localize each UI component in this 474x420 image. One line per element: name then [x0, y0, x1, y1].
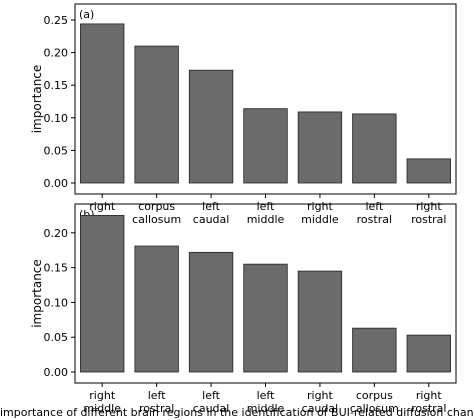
x-tick-label: right rostral	[411, 200, 446, 226]
bar	[188, 69, 234, 184]
x-tick-label: left caudal	[193, 389, 230, 415]
bar	[243, 263, 288, 373]
bar	[352, 113, 397, 184]
panel-label: (a)	[79, 8, 94, 21]
y-axis-title: importance	[30, 259, 44, 328]
x-tick-label: right middle	[301, 200, 339, 226]
bar	[188, 251, 234, 373]
bar	[80, 23, 125, 184]
x-tick-label: right rostral	[411, 389, 446, 415]
x-tick-label: left caudal	[193, 200, 230, 226]
figure-caption: importance of different brain regions in…	[0, 406, 474, 419]
panel-a: (a) 0.00 0.05 0.10 0.15 0.20 0.25 importance rig…	[30, 3, 457, 226]
bar	[134, 45, 179, 184]
y-axis-title: importance	[30, 65, 44, 134]
bar	[297, 111, 343, 184]
x-tick-label: corpus callosum	[132, 200, 181, 226]
bar	[297, 270, 343, 373]
x-tick-label: right middle	[83, 389, 121, 415]
y-tick-label: 0.10	[44, 296, 69, 309]
x-tick-label: left rostral	[139, 389, 174, 415]
y-tick-label: 0.20	[44, 47, 69, 60]
y-tick-label: 0.15	[44, 79, 69, 92]
bar	[243, 108, 288, 184]
x-tick-label: left middle	[247, 200, 285, 226]
y-tick-label: 0.10	[44, 112, 69, 125]
x-tick-label: corpus callosum	[350, 389, 399, 415]
y-tick-label: 0.00	[44, 177, 69, 190]
y-tick-label: 0.15	[44, 262, 69, 275]
y-tick-label: 0.05	[44, 144, 69, 157]
bar	[134, 245, 179, 373]
y-tick-label: 0.20	[44, 227, 69, 240]
bar	[406, 158, 451, 184]
bar	[80, 215, 125, 373]
y-tick-label: 0.00	[44, 366, 69, 379]
bar	[406, 334, 451, 373]
x-tick-label: left middle	[247, 389, 285, 415]
bar	[352, 327, 397, 373]
y-tick-label: 0.05	[44, 331, 69, 344]
x-tick-label: left rostral	[357, 200, 392, 226]
y-tick-label: 0.25	[44, 14, 69, 27]
